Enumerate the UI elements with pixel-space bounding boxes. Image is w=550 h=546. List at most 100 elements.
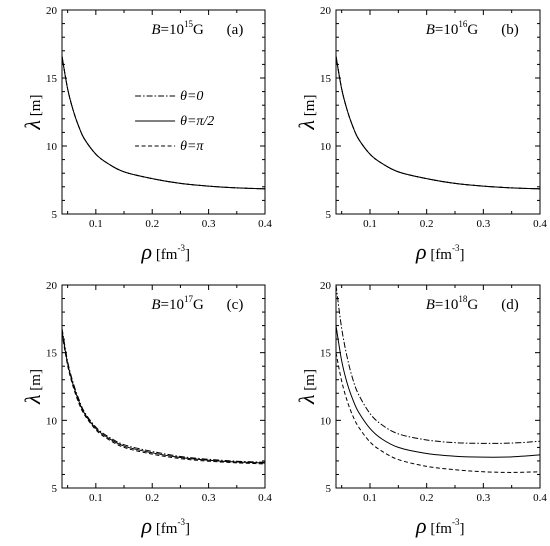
x-axis-unit: [fm	[427, 247, 453, 263]
y-tick-label: 15	[320, 73, 332, 85]
panel-label: (d)	[501, 297, 519, 313]
x-axis-label: ρ [fm-3]	[141, 239, 190, 264]
x-axis-unit: [fm	[152, 521, 178, 537]
field-label-var: B	[151, 297, 160, 313]
y-tick-label: 20	[46, 5, 58, 17]
x-axis-label: ρ [fm-3]	[415, 513, 464, 538]
field-label-base: =10	[160, 297, 183, 313]
y-axis-symbol: λ	[20, 394, 45, 405]
series-group	[62, 328, 265, 465]
y-tick-label: 5	[326, 483, 332, 495]
x-axis-exp: -3	[452, 517, 460, 527]
x-tick-label: 0.2	[420, 492, 434, 504]
series-line-dashed	[62, 56, 265, 190]
legend-label: θ=π	[180, 139, 204, 154]
field-label-unit: G	[193, 22, 204, 38]
x-tick-label: 0.2	[145, 492, 159, 504]
series-line-solid	[336, 56, 540, 190]
y-axis-symbol: λ	[294, 120, 319, 131]
plot-frame	[335, 9, 541, 215]
x-tick-label: 0.3	[476, 218, 490, 230]
y-tick-label: 15	[320, 348, 332, 360]
x-axis-label: ρ [fm-3]	[141, 513, 190, 538]
x-axis-close: ]	[185, 247, 190, 263]
series-line-solid	[62, 330, 265, 464]
legend-label: θ=π/2	[180, 114, 214, 129]
series-line-dashdot	[62, 328, 265, 463]
y-tick-label: 10	[46, 141, 58, 153]
field-label-unit: G	[193, 297, 204, 313]
panel-label: (a)	[227, 22, 244, 38]
y-axis-unit: [m]	[28, 95, 44, 120]
y-tick-label: 20	[320, 280, 332, 292]
x-axis-symbol: ρ	[141, 513, 153, 538]
y-axis-label: λ [m]	[20, 369, 45, 405]
series-line-dashdot	[336, 56, 540, 190]
series-group	[62, 56, 265, 190]
field-label: B=1017G	[151, 294, 204, 313]
y-tick-label: 5	[326, 209, 332, 221]
x-tick-label: 0.3	[202, 218, 216, 230]
x-axis-close: ]	[459, 247, 464, 263]
x-tick-label: 0.1	[363, 492, 377, 504]
x-tick-label: 0.3	[476, 492, 490, 504]
plot-frame	[335, 284, 541, 489]
field-label-var: B	[426, 22, 435, 38]
y-tick-label: 15	[46, 73, 58, 85]
field-label: B=1016G	[426, 19, 479, 38]
x-axis-unit: [fm	[152, 247, 178, 263]
panel-d: 0.1 0.2 0.3 0.4 5 10 15 20 B=1018G (d) λ [m] ρ [fm-…	[294, 280, 547, 538]
x-axis-exp: -3	[177, 517, 185, 527]
field-label-base: =10	[160, 22, 183, 38]
y-tick-label: 10	[320, 415, 332, 427]
series-line-dashed	[336, 56, 540, 190]
x-axis-close: ]	[185, 521, 190, 537]
field-label-base: =10	[435, 22, 458, 38]
y-axis-label: λ [m]	[294, 369, 319, 405]
field-label-base: =10	[435, 297, 458, 313]
x-axis-exp: -3	[452, 243, 460, 253]
series-line-dashed	[62, 333, 265, 465]
x-axis-unit: [fm	[427, 521, 453, 537]
field-label-exp: 15	[184, 19, 194, 29]
field-label-exp: 17	[184, 294, 194, 304]
y-axis-label: λ [m]	[20, 95, 45, 131]
y-axis-label: λ [m]	[294, 95, 319, 131]
plot-frame	[61, 9, 266, 215]
x-tick-label: 0.4	[533, 218, 547, 230]
x-tick-label: 0.2	[420, 218, 434, 230]
panel-c: 0.1 0.2 0.3 0.4 5 10 15 20 B=1017G (c) λ [m] ρ [fm-…	[20, 280, 272, 538]
y-tick-label: 20	[320, 5, 332, 17]
y-axis-symbol: λ	[20, 120, 45, 131]
series-line-dashdot	[336, 285, 540, 444]
panel-label: (c)	[227, 297, 244, 313]
x-axis-label: ρ [fm-3]	[415, 239, 464, 264]
x-axis-symbol: ρ	[415, 239, 427, 264]
series-group	[336, 285, 540, 473]
field-label-exp: 16	[458, 19, 468, 29]
y-tick-label: 15	[46, 348, 58, 360]
x-tick-label: 0.1	[89, 492, 103, 504]
panel-b: 0.1 0.2 0.3 0.4 5 10 15 20 B=1016G (b) λ [m] ρ [fm-…	[294, 5, 547, 264]
y-axis-unit: [m]	[302, 369, 318, 394]
x-axis-close: ]	[459, 521, 464, 537]
x-tick-label: 0.4	[533, 492, 547, 504]
x-tick-label: 0.2	[145, 218, 159, 230]
y-axis-symbol: λ	[294, 394, 319, 405]
y-tick-label: 5	[52, 483, 58, 495]
y-axis-unit: [m]	[302, 95, 318, 120]
series-line-solid	[62, 56, 265, 190]
field-label-var: B	[426, 297, 435, 313]
y-tick-label: 10	[46, 415, 58, 427]
series-group	[336, 56, 540, 190]
x-tick-label: 0.1	[363, 218, 377, 230]
series-line-dashed	[336, 352, 540, 473]
y-axis-unit: [m]	[28, 369, 44, 394]
y-tick-label: 5	[52, 209, 58, 221]
x-tick-label: 0.4	[258, 218, 272, 230]
plot-frame	[61, 284, 266, 489]
series-line-solid	[336, 325, 540, 458]
field-label: B=1015G	[151, 19, 204, 38]
